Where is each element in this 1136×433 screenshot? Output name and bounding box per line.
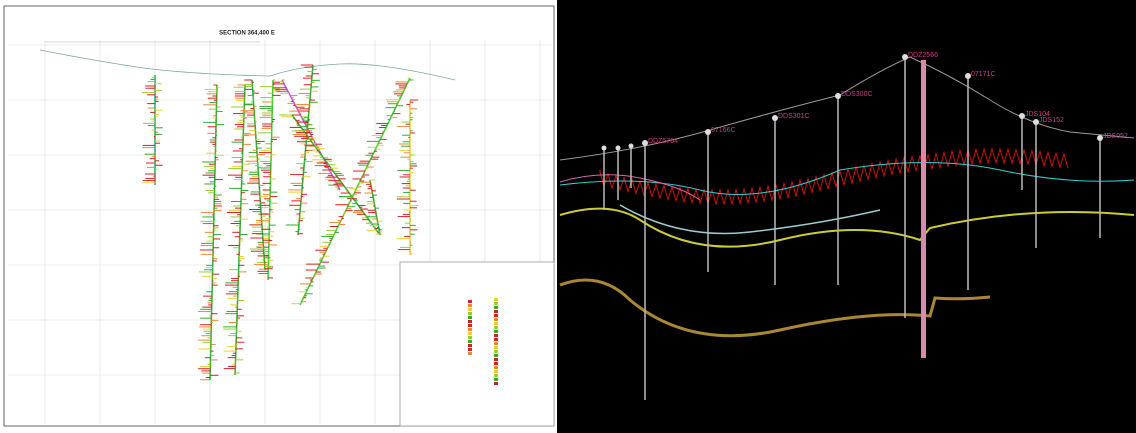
legend-swatch xyxy=(468,348,472,351)
hole-label: 07166C xyxy=(711,127,736,134)
legend-swatch xyxy=(494,362,498,365)
cyan-horizon xyxy=(559,162,1135,195)
legend-swatch xyxy=(494,314,498,317)
legend-swatch xyxy=(494,350,498,353)
legend-swatch xyxy=(468,344,472,347)
collar xyxy=(601,145,607,151)
collar xyxy=(642,140,648,146)
collar xyxy=(1019,113,1025,119)
legend-swatch xyxy=(494,354,498,357)
legend-swatch xyxy=(468,312,472,315)
legend-swatch xyxy=(494,346,498,349)
legend-swatch xyxy=(468,332,472,335)
legend-swatch xyxy=(494,318,498,321)
brown-horizon xyxy=(559,278,991,338)
hole-label: JDS152 xyxy=(1039,117,1064,124)
legend-swatch xyxy=(494,370,498,373)
topography xyxy=(559,56,1135,161)
section-grid xyxy=(8,40,552,424)
drill-hole xyxy=(369,179,381,236)
legend-box xyxy=(399,261,555,427)
legend-swatch xyxy=(468,328,472,331)
hole-label: JDS104 xyxy=(1025,111,1050,118)
legend-swatch xyxy=(494,338,498,341)
legend-swatch xyxy=(468,308,472,311)
section-title: SECTION 364,400 E xyxy=(219,31,275,37)
collar xyxy=(628,143,634,149)
legend-swatch xyxy=(468,304,472,307)
hole-label: JDS052 xyxy=(1103,133,1128,140)
legend-swatch xyxy=(494,334,498,337)
legend-swatch xyxy=(468,300,472,303)
collar xyxy=(965,73,971,79)
legend-swatch xyxy=(494,382,498,385)
legend-swatch xyxy=(494,366,498,369)
drill-hole xyxy=(251,79,266,271)
drill-hole xyxy=(291,114,381,236)
collar xyxy=(1033,119,1039,125)
legend-swatch xyxy=(468,316,472,319)
legend-swatch xyxy=(494,298,498,301)
legend-swatch xyxy=(494,358,498,361)
legend-swatch xyxy=(494,374,498,377)
legend-swatch xyxy=(494,330,498,333)
legend-swatch xyxy=(494,302,498,305)
topography xyxy=(39,49,456,81)
cyan-lens xyxy=(619,204,881,235)
legend-swatch xyxy=(468,320,472,323)
collar xyxy=(772,115,778,121)
legend-swatch xyxy=(494,326,498,329)
hole-label: DDS301C xyxy=(778,113,810,120)
legend-swatch xyxy=(494,306,498,309)
yellow-horizon xyxy=(559,207,1135,248)
collar xyxy=(615,145,621,151)
collar xyxy=(835,93,841,99)
collar xyxy=(705,129,711,135)
legend-swatch xyxy=(494,310,498,313)
collar xyxy=(1097,135,1103,141)
legend-swatch xyxy=(468,352,472,355)
legend-swatch xyxy=(468,324,472,327)
hole-label: DDS300C xyxy=(841,91,873,98)
legend-swatch xyxy=(494,378,498,381)
pink-horizon xyxy=(559,174,701,201)
section-frame xyxy=(3,5,555,427)
legend-swatch xyxy=(494,322,498,325)
hole-label: DDZ2566 xyxy=(908,52,938,59)
3d-drawing: DDZ2566 07171C DDS300C DDS301C 07166C DDZ5764… xyxy=(559,52,1135,400)
legend-swatch xyxy=(468,336,472,339)
legend-swatch xyxy=(494,342,498,345)
legend-swatch xyxy=(468,340,472,343)
pink-hole xyxy=(921,60,926,358)
hole-label: 07171C xyxy=(971,71,996,78)
hole-label: DDZ5764 xyxy=(648,138,678,145)
collar xyxy=(902,54,908,60)
section-drawing xyxy=(39,41,498,385)
